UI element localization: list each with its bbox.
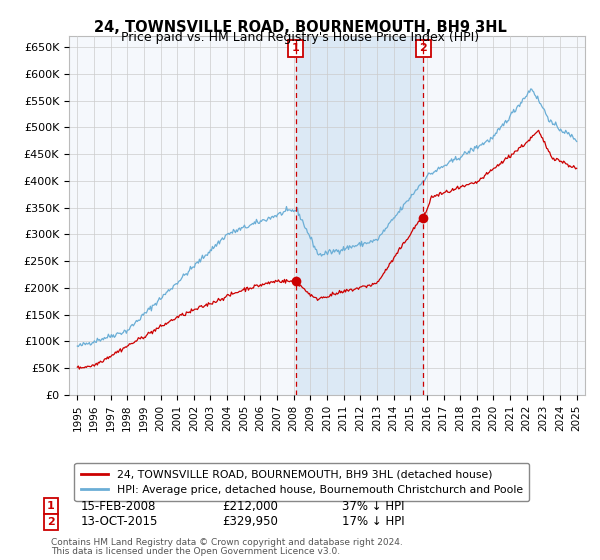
Text: 17% ↓ HPI: 17% ↓ HPI	[342, 515, 404, 529]
Text: 37% ↓ HPI: 37% ↓ HPI	[342, 500, 404, 513]
Text: 13-OCT-2015: 13-OCT-2015	[81, 515, 158, 529]
Text: 2: 2	[419, 43, 427, 53]
Text: Contains HM Land Registry data © Crown copyright and database right 2024.: Contains HM Land Registry data © Crown c…	[51, 538, 403, 547]
Text: 1: 1	[292, 43, 299, 53]
Text: 1: 1	[47, 501, 55, 511]
Text: 24, TOWNSVILLE ROAD, BOURNEMOUTH, BH9 3HL: 24, TOWNSVILLE ROAD, BOURNEMOUTH, BH9 3H…	[94, 20, 506, 35]
Text: 2: 2	[47, 517, 55, 527]
Bar	[296, 36, 424, 395]
Text: 15-FEB-2008: 15-FEB-2008	[81, 500, 157, 513]
Text: £329,950: £329,950	[222, 515, 278, 529]
Text: Price paid vs. HM Land Registry's House Price Index (HPI): Price paid vs. HM Land Registry's House …	[121, 31, 479, 44]
Text: This data is licensed under the Open Government Licence v3.0.: This data is licensed under the Open Gov…	[51, 548, 340, 557]
Text: £212,000: £212,000	[222, 500, 278, 513]
Legend: 24, TOWNSVILLE ROAD, BOURNEMOUTH, BH9 3HL (detached house), HPI: Average price, : 24, TOWNSVILLE ROAD, BOURNEMOUTH, BH9 3H…	[74, 463, 529, 501]
